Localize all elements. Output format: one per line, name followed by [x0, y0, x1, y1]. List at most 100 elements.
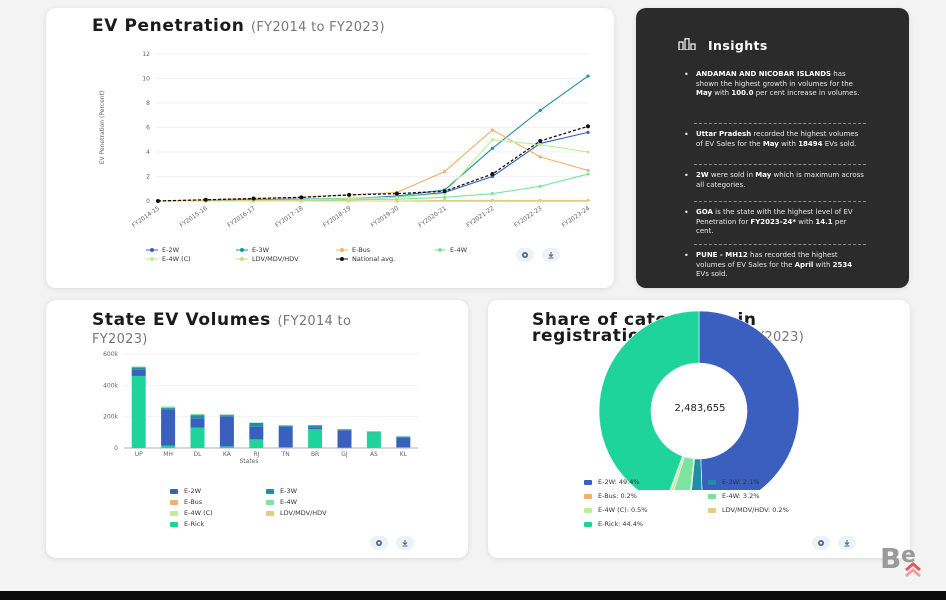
legend-item-e-2w[interactable]: E-2W — [170, 487, 201, 495]
x-tick-label: FY2020-21 — [417, 205, 448, 229]
svg-text:e: e — [901, 543, 916, 568]
legend-label: E-Bus: 0.2% — [598, 492, 637, 500]
settings-button[interactable] — [812, 536, 830, 550]
settings-button[interactable] — [516, 248, 534, 262]
legend-label: E-4W (C): 0.5% — [598, 506, 648, 514]
data-point-e-3w — [490, 146, 495, 150]
download-button[interactable] — [396, 536, 414, 550]
bar-segment-e-3w — [396, 436, 411, 438]
legend-item-ldv-mdv-hdv[interactable]: LDV/MDV/HDV: 0.2% — [708, 506, 789, 514]
insight-highlight: ANDAMAN AND NICOBAR ISLANDS — [696, 70, 832, 78]
x-tick-label: TN — [281, 451, 290, 458]
legend-item-e-rick[interactable]: E-Rick — [170, 520, 204, 528]
data-point-e-bus — [538, 155, 542, 159]
legend-item-e-bus[interactable]: E-Bus — [336, 246, 370, 254]
insight-highlight: April — [794, 260, 814, 269]
y-axis-label: EV Penetration (Percent) — [99, 91, 106, 165]
donut-slice-e-rick — [598, 310, 700, 490]
gear-icon — [818, 540, 824, 546]
legend-label: E-2W: 49.4% — [598, 478, 640, 486]
legend-item-e-bus[interactable]: E-Bus: 0.2% — [584, 492, 637, 500]
x-tick-label: MH — [163, 451, 173, 458]
download-button[interactable] — [838, 536, 856, 550]
legend-item-e-2w[interactable]: E-2W — [146, 246, 179, 254]
data-point-national-avg — [442, 189, 447, 194]
legend-item-e-3w[interactable]: E-3W: 2.1% — [708, 478, 759, 486]
legend-swatch — [266, 499, 274, 505]
legend-swatch — [584, 507, 592, 513]
legend-item-e-4w[interactable]: E-4W — [266, 498, 297, 506]
legend-item-e-4w[interactable]: E-4W — [434, 246, 467, 254]
bar-segment-e-rick — [190, 427, 205, 448]
y-tick-label: 600k — [103, 351, 118, 358]
data-point-national-avg — [394, 191, 399, 196]
data-point-e-3w — [538, 108, 542, 112]
legend-swatch — [708, 493, 716, 499]
data-point-ldv-mdv-hdv — [395, 199, 399, 203]
bar-segment-e-rick — [396, 447, 411, 448]
bar-segment-e-rick — [308, 429, 323, 448]
bar-segment-e-2w — [278, 426, 293, 448]
legend-label: E-Bus — [352, 246, 371, 254]
legend-item-national-avg[interactable]: National avg. — [336, 255, 395, 263]
series-line-e-bus — [157, 129, 589, 202]
data-point-e-4w-c — [538, 143, 542, 147]
legend-item-e-4w[interactable]: E-4W: 3.2% — [708, 492, 759, 500]
ev-title-text: EV Penetration — [92, 16, 245, 36]
bar-segment-e-3w — [219, 415, 234, 417]
insight-text: with — [796, 217, 816, 226]
legend-item-e-4w-c[interactable]: E-4W (C): 0.5% — [584, 506, 647, 514]
data-point-e-4w — [538, 184, 542, 188]
bar-segment-e-rick — [249, 439, 264, 448]
data-point-e-bus — [586, 168, 590, 172]
legend-item-e-rick[interactable]: E-Rick: 44.4% — [584, 520, 643, 528]
bar-segment-e-rick — [219, 446, 234, 448]
data-point-national-avg — [586, 124, 590, 129]
bar-segment-e-2w — [249, 426, 264, 440]
data-point-national-avg — [203, 197, 208, 202]
y-tick-label: 0 — [146, 198, 150, 205]
legend-item-e-bus[interactable]: E-Bus — [170, 498, 202, 506]
legend-item-e-4w-c[interactable]: E-4W (C) — [170, 509, 213, 517]
legend-item-ldv-mdv-hdv[interactable]: LDV/MDV/HDV — [236, 255, 299, 263]
legend-swatch — [170, 488, 178, 494]
legend-item-ldv-mdv-hdv[interactable]: LDV/MDV/HDV — [266, 509, 327, 517]
bar-segment-e-3w — [308, 425, 323, 428]
footer-bar — [0, 591, 946, 600]
legend-item-e-4w-c[interactable]: E-4W (C) — [146, 255, 191, 263]
y-tick-label: 12 — [142, 51, 150, 58]
insight-text: is the state with the highest level of E… — [696, 208, 853, 226]
legend-item-e-3w[interactable]: E-3W — [236, 246, 269, 254]
insight-highlight: 2W — [696, 171, 709, 179]
insight-highlight: FY2023-24* — [750, 217, 797, 226]
legend-marker — [434, 248, 446, 252]
download-button[interactable] — [542, 248, 560, 262]
bar-segment-e-rick — [161, 445, 176, 448]
data-point-e-bus — [490, 128, 495, 132]
bar-segment-e-3w — [249, 422, 264, 427]
legend-swatch — [708, 479, 716, 485]
legend-label: E-4W — [450, 246, 468, 254]
legend-item-e-3w[interactable]: E-3W — [266, 487, 297, 495]
legend-marker — [336, 248, 348, 252]
insight-highlight: May — [762, 139, 779, 148]
gear-icon — [376, 540, 382, 546]
bar-segment-e-2w — [190, 418, 205, 428]
insight-item: 2W were sold in May which is maximum acr… — [696, 171, 866, 190]
x-tick-label: UP — [135, 451, 143, 458]
data-point-e-4w-c — [347, 196, 351, 201]
data-point-e-4w-c — [586, 150, 590, 154]
x-tick-label: FY2014-15 — [131, 205, 162, 229]
donut-slice-e-2w — [698, 310, 800, 490]
legend-item-e-2w[interactable]: E-2W: 49.4% — [584, 478, 640, 486]
legend-label: National avg. — [352, 255, 396, 263]
insight-text: recorded the highest volumes of EV Sales… — [696, 130, 859, 148]
data-point-e-4w — [490, 192, 495, 196]
insight-item: GOA is the state with the highest level … — [696, 208, 866, 237]
data-point-ldv-mdv-hdv — [538, 198, 542, 202]
settings-button[interactable] — [370, 536, 388, 550]
data-point-ldv-mdv-hdv — [586, 198, 590, 202]
insight-highlight: May — [755, 171, 772, 179]
data-point-national-avg — [347, 192, 352, 197]
y-tick-label: 0 — [114, 445, 118, 452]
